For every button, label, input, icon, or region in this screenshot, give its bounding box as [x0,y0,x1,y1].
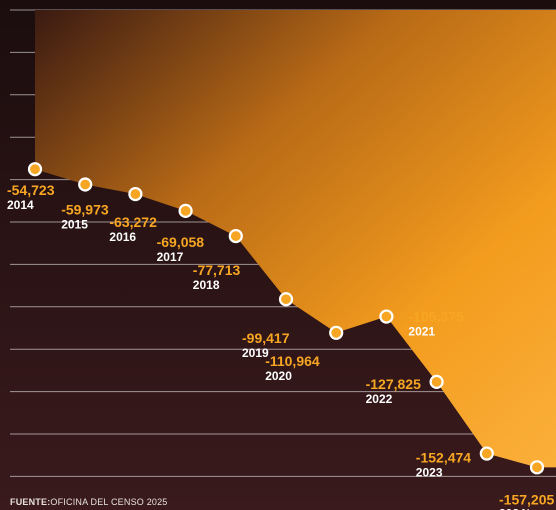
value-label-2018: -77,713 [193,262,241,278]
data-point-2015 [78,177,93,192]
year-label-2020: 2020 [265,369,292,383]
value-label-2024: -157,205 [499,491,554,507]
data-point-2016 [128,186,143,202]
value-label-2019: -99,417 [242,330,290,346]
value-label-2015: -59,973 [61,201,109,217]
year-label-2014: 2014 [7,198,34,212]
area-fill [35,10,556,468]
year-label-2019: 2019 [242,346,269,360]
value-label-2023: -152,474 [416,450,471,466]
data-point-2019 [278,292,294,307]
year-label-2017: 2017 [157,250,184,264]
data-point-2018 [228,228,243,244]
data-point-2014 [27,162,43,177]
source-label: FUENTE: [10,497,51,507]
data-point-2023 [479,446,494,461]
year-label-2023: 2023 [416,466,443,480]
year-label-2021: 2021 [408,325,435,339]
data-point-2020 [329,325,344,340]
data-point-2021 [379,309,394,324]
source-note: FUENTE:OFICINA DEL CENSO 2025 [10,497,168,507]
year-label-2024: 2024* [499,506,531,510]
data-point-2024 [529,460,545,475]
year-label-2022: 2022 [366,392,393,406]
year-label-2016: 2016 [109,230,136,244]
year-label-2015: 2015 [61,217,88,231]
value-label-2020: -110,964 [265,353,320,369]
value-label-2017: -69,058 [157,234,205,250]
value-label-2021: -105,375 [408,309,463,325]
value-label-2022: -127,825 [366,376,421,392]
source-text: OFICINA DEL CENSO 2025 [50,497,168,507]
value-label-2014: -54,723 [7,182,55,198]
data-point-2022 [429,374,444,389]
data-markers [27,162,545,475]
value-label-2016: -63,272 [109,214,157,230]
data-point-2017 [178,203,193,218]
year-label-2018: 2018 [193,278,220,292]
